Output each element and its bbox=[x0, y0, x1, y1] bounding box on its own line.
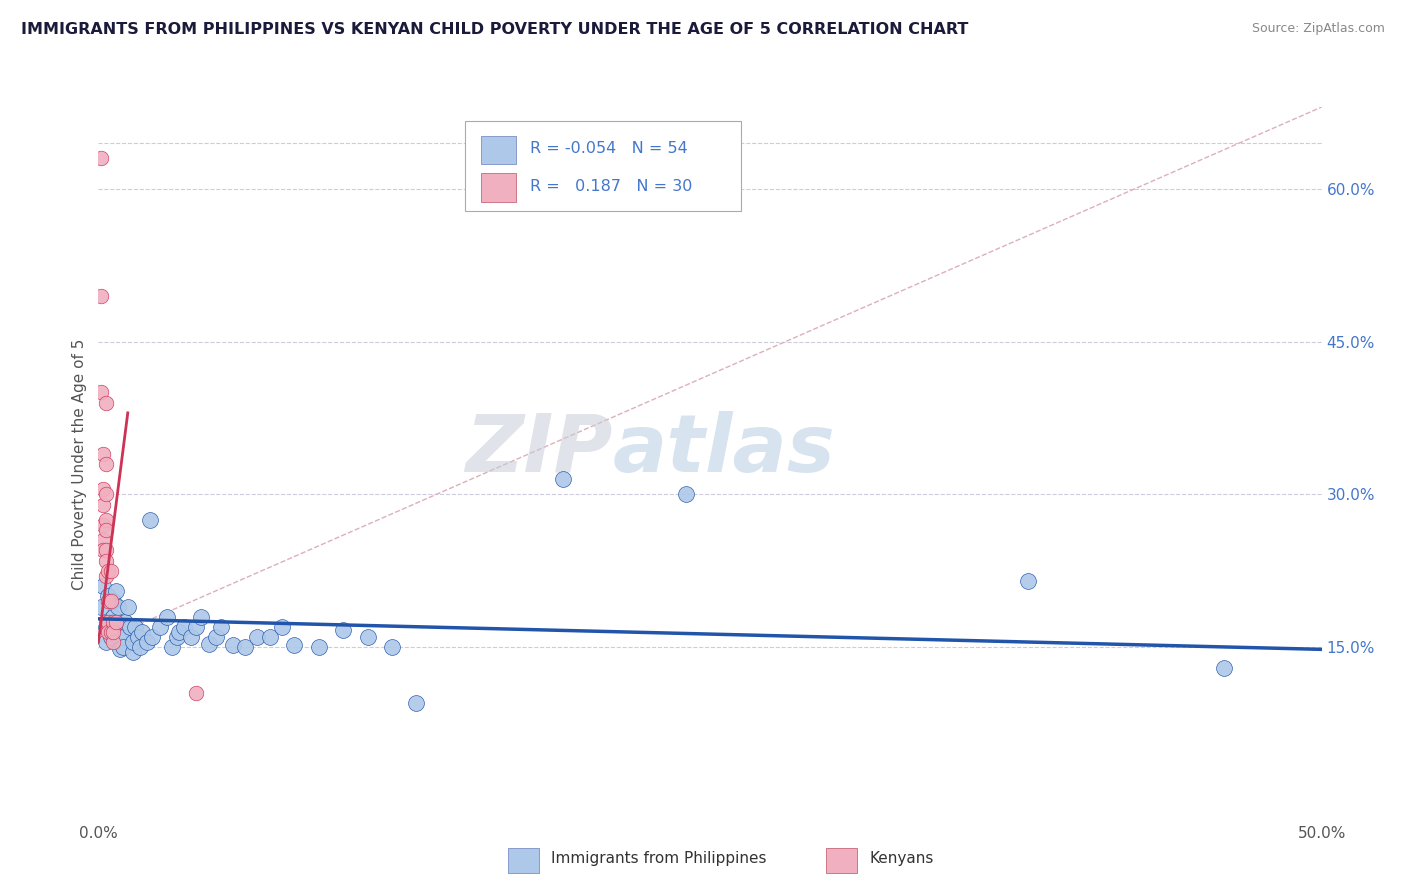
Point bbox=[233, 640, 256, 655]
Point bbox=[180, 630, 202, 644]
Point bbox=[405, 697, 427, 711]
Text: Kenyans: Kenyans bbox=[869, 851, 934, 866]
Point bbox=[356, 630, 378, 644]
Point bbox=[94, 615, 117, 629]
Point bbox=[101, 594, 124, 608]
FancyBboxPatch shape bbox=[465, 121, 741, 211]
Point bbox=[139, 513, 162, 527]
Point bbox=[1017, 574, 1039, 588]
Point bbox=[381, 640, 404, 655]
Point bbox=[190, 609, 212, 624]
Point bbox=[259, 630, 281, 644]
Point bbox=[94, 523, 117, 537]
Point bbox=[222, 638, 245, 652]
Point bbox=[90, 385, 112, 400]
Point bbox=[94, 487, 117, 501]
Point bbox=[94, 569, 117, 583]
Point bbox=[94, 513, 117, 527]
Point bbox=[173, 620, 195, 634]
Point bbox=[186, 686, 208, 700]
Point bbox=[94, 395, 117, 409]
Point bbox=[308, 640, 330, 655]
Point bbox=[101, 625, 124, 640]
Point bbox=[283, 638, 305, 652]
Point bbox=[117, 599, 139, 614]
Point bbox=[97, 564, 120, 578]
Point bbox=[100, 594, 122, 608]
Point bbox=[90, 599, 112, 614]
Point bbox=[90, 151, 112, 165]
Point bbox=[149, 620, 172, 634]
Point bbox=[107, 599, 129, 614]
Text: Source: ZipAtlas.com: Source: ZipAtlas.com bbox=[1251, 22, 1385, 36]
Point bbox=[91, 447, 114, 461]
Point bbox=[104, 615, 127, 629]
Point bbox=[94, 635, 117, 649]
Point bbox=[136, 635, 159, 649]
Point bbox=[121, 635, 143, 649]
Point bbox=[91, 518, 114, 533]
FancyBboxPatch shape bbox=[508, 847, 538, 872]
Point bbox=[94, 543, 117, 558]
Point bbox=[94, 620, 117, 634]
Point bbox=[91, 483, 114, 497]
FancyBboxPatch shape bbox=[481, 136, 516, 164]
Point bbox=[91, 498, 114, 512]
Point bbox=[114, 615, 136, 629]
Point bbox=[553, 472, 575, 486]
Point bbox=[270, 620, 294, 634]
Point bbox=[124, 620, 146, 634]
Point bbox=[100, 625, 122, 640]
Point bbox=[205, 630, 228, 644]
Point bbox=[101, 609, 124, 624]
Point bbox=[110, 642, 132, 657]
Text: R = -0.054   N = 54: R = -0.054 N = 54 bbox=[530, 141, 688, 156]
FancyBboxPatch shape bbox=[481, 173, 516, 202]
Point bbox=[141, 630, 163, 644]
Point bbox=[156, 609, 179, 624]
Point bbox=[167, 625, 190, 640]
FancyBboxPatch shape bbox=[827, 847, 856, 872]
Point bbox=[111, 630, 134, 644]
Point bbox=[166, 630, 188, 644]
Point bbox=[111, 640, 134, 655]
Text: ZIP: ZIP bbox=[465, 410, 612, 489]
Point bbox=[91, 579, 114, 593]
Point bbox=[94, 554, 117, 568]
Point bbox=[197, 637, 219, 651]
Point bbox=[332, 623, 354, 637]
Point bbox=[1212, 661, 1234, 675]
Point bbox=[90, 288, 112, 302]
Point bbox=[186, 620, 208, 634]
Point bbox=[127, 630, 149, 644]
Point bbox=[246, 630, 269, 644]
Point bbox=[91, 533, 114, 548]
Point bbox=[120, 620, 142, 634]
Point bbox=[107, 630, 129, 644]
Point bbox=[97, 594, 120, 608]
Text: atlas: atlas bbox=[612, 410, 835, 489]
Point bbox=[101, 615, 124, 629]
Point bbox=[675, 487, 697, 501]
Point bbox=[129, 640, 152, 655]
Text: IMMIGRANTS FROM PHILIPPINES VS KENYAN CHILD POVERTY UNDER THE AGE OF 5 CORRELATI: IMMIGRANTS FROM PHILIPPINES VS KENYAN CH… bbox=[21, 22, 969, 37]
Point bbox=[160, 640, 183, 655]
Point bbox=[97, 625, 120, 640]
Point bbox=[97, 615, 120, 629]
Point bbox=[94, 457, 117, 471]
Point bbox=[97, 590, 120, 604]
Y-axis label: Child Poverty Under the Age of 5: Child Poverty Under the Age of 5 bbox=[72, 338, 87, 590]
Text: Immigrants from Philippines: Immigrants from Philippines bbox=[551, 851, 766, 866]
Text: R =   0.187   N = 30: R = 0.187 N = 30 bbox=[530, 178, 693, 194]
Point bbox=[100, 564, 122, 578]
Point bbox=[91, 543, 114, 558]
Point bbox=[100, 630, 122, 644]
Point bbox=[209, 620, 232, 634]
Point bbox=[101, 635, 124, 649]
Point bbox=[131, 625, 153, 640]
Point bbox=[104, 584, 127, 599]
Point bbox=[100, 615, 122, 629]
Point bbox=[121, 645, 143, 659]
